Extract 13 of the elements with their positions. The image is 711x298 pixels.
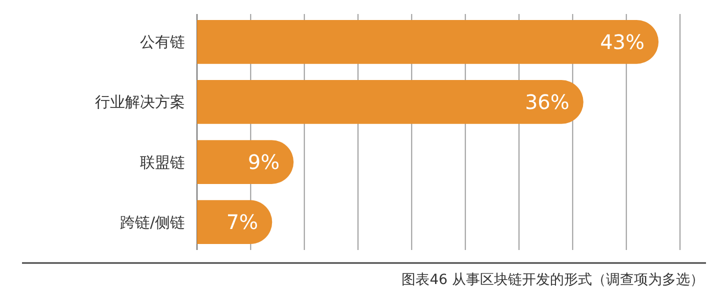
bar — [197, 80, 584, 124]
y-tick-label: 公有链 — [140, 33, 185, 52]
data-label: 7% — [226, 210, 258, 234]
bar — [197, 20, 658, 64]
text: 图表46 从事区块链开发的形式（调查项为多选） — [402, 272, 704, 288]
y-tick-label: 行业解决方案 — [95, 93, 185, 112]
data-label: 36% — [524, 90, 570, 114]
bar — [197, 140, 294, 184]
bar — [197, 200, 272, 244]
data-label: 9% — [248, 150, 280, 174]
y-tick-label: 跨链/侧链 — [120, 213, 185, 232]
data-label: 43% — [600, 30, 645, 54]
y-tick-label: 联盟链 — [140, 153, 185, 172]
